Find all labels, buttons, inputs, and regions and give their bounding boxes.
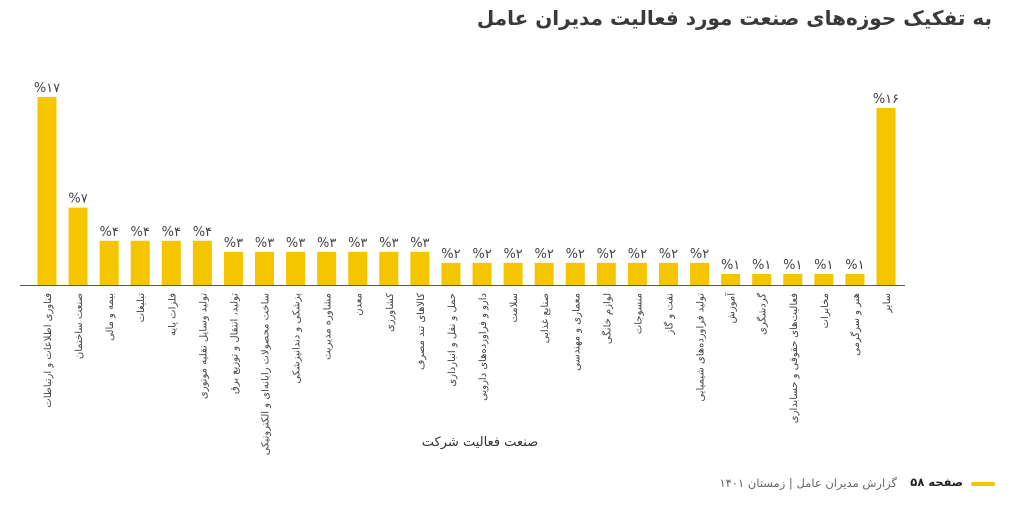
category-label: سلامت (509, 293, 520, 323)
bar (814, 273, 834, 285)
category-label: منسوجات (633, 293, 644, 334)
footer-accent-bar (971, 482, 995, 486)
value-label: %۳ (255, 236, 274, 251)
value-label: %۱ (783, 258, 802, 273)
bar (348, 251, 368, 285)
category-label: پزشکی و دندانپزشکی (292, 293, 303, 384)
category-label: صنایع غذایی (540, 293, 551, 343)
category-label: فعالیت‌های حقوقی و حسابداری (789, 293, 800, 423)
value-label: %۳ (317, 236, 336, 251)
value-label: %۱ (814, 258, 833, 273)
bar (752, 273, 772, 285)
category-label: معماری و مهندسی (571, 293, 582, 371)
bar (379, 251, 399, 285)
category-label: تولید، انتقال و توزیع برق (229, 293, 240, 394)
value-label: %۳ (379, 236, 398, 251)
category-label: مشاوره مدیریت (323, 293, 334, 360)
bar (534, 262, 554, 285)
bar (845, 273, 865, 285)
report-title: گزارش مدیران عامل | زمستان ۱۴۰۱ (719, 476, 898, 490)
bar (627, 262, 647, 285)
bar (503, 262, 523, 285)
value-label: %۴ (99, 225, 118, 240)
bar (192, 240, 212, 285)
bars-group (37, 97, 896, 285)
bar (317, 251, 337, 285)
category-label: گردشگری (757, 293, 769, 335)
category-label: فلزات پایه (167, 293, 178, 336)
value-label: %۱ (721, 258, 740, 273)
category-label: هنر و سرگرمی (850, 293, 862, 356)
category-label: سایر (882, 293, 893, 314)
value-label: %۱۶ (873, 92, 899, 107)
value-label: %۳ (286, 236, 305, 251)
category-label: لوازم خانگی (601, 293, 613, 344)
bar (876, 108, 896, 285)
bar (441, 262, 461, 285)
category-label: معدن (354, 293, 365, 316)
category-label: نفت و گاز (663, 293, 675, 335)
value-label: %۳ (348, 236, 367, 251)
bar (130, 240, 150, 285)
value-label: %۲ (690, 247, 709, 262)
value-label: %۳ (224, 236, 243, 251)
category-label: فناوری اطلاعات و ارتباطات (43, 293, 54, 408)
page-number: صفحه ۵۸ (910, 475, 963, 489)
category-label: بیمه و مالی (105, 293, 116, 341)
category-label: تولید وسایل نقلیه موتوری (198, 293, 209, 399)
bar (721, 273, 741, 285)
category-labels-group: فناوری اطلاعات و ارتباطات صنعت ساختمان بیم… (43, 292, 893, 456)
value-label: %۷ (68, 192, 87, 207)
value-label: %۳ (410, 236, 429, 251)
value-label: %۴ (131, 225, 150, 240)
bar (565, 262, 585, 285)
bar (68, 207, 88, 285)
category-label: صنعت ساختمان (74, 293, 85, 359)
category-label: تولید فراورده‌های شیمیایی (696, 293, 707, 402)
bar-chart: %۱۷ %۷ %۴ %۴ %۴ %۴ %۳ %۳ %۳ %۳ %۳ %۳ %۳ %۲ %۲ %۲ %۲ %۲ %۲%… (20, 81, 905, 456)
bar (472, 262, 492, 285)
value-label: %۱ (845, 258, 864, 273)
bar (690, 262, 710, 285)
value-label: %۲ (659, 247, 678, 262)
bar (161, 240, 181, 285)
bar (255, 251, 275, 285)
value-label: %۲ (628, 247, 647, 262)
value-label: %۲ (441, 247, 460, 262)
x-axis-title: صنعت فعالیت شرکت (422, 435, 538, 450)
bar (658, 262, 678, 285)
category-label: آموزش (725, 292, 738, 324)
category-label: ساخت محصولات رایانه‌ای و الکترونیکی (261, 293, 272, 455)
bar (783, 273, 803, 285)
category-label: حمل و نقل و انبارداری (447, 293, 458, 387)
category-label: مخابرات (820, 293, 831, 328)
value-label: %۲ (472, 247, 491, 262)
value-label: %۴ (162, 225, 181, 240)
bar (596, 262, 616, 285)
value-label: %۲ (535, 247, 554, 262)
category-label: کالاهای تند مصرف (416, 293, 427, 370)
category-label: دارو و فراورده‌های دارویی (478, 293, 489, 401)
chart-title: به تفکیک حوزه‌های صنعت مورد فعالیت مدیرا… (476, 6, 992, 30)
value-label: %۲ (597, 247, 616, 262)
category-label: تبلیغات (136, 293, 147, 323)
value-label: %۱۷ (34, 81, 60, 96)
value-label: %۴ (193, 225, 212, 240)
bar (410, 251, 430, 285)
bar (223, 251, 243, 285)
bar (37, 97, 57, 285)
value-label: %۲ (503, 247, 522, 262)
bar (286, 251, 306, 285)
value-label: %۱ (752, 258, 771, 273)
value-labels-group: %۱۷ %۷ %۴ %۴ %۴ %۴ %۳ %۳ %۳ %۳ %۳ %۳ %۳ %۲ %۲ %۲ %۲ %۲ %۲%… (34, 81, 899, 273)
page-footer: صفحه ۵۸ گزارش مدیران عامل | زمستان ۱۴۰۱ (720, 473, 995, 495)
category-label: کشاورزی (385, 293, 396, 332)
value-label: %۲ (566, 247, 585, 262)
bar (99, 240, 119, 285)
